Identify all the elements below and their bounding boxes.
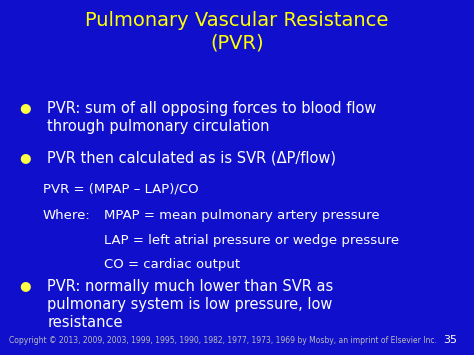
Text: 35: 35 <box>443 335 457 345</box>
Text: PVR: sum of all opposing forces to blood flow
through pulmonary circulation: PVR: sum of all opposing forces to blood… <box>47 101 377 134</box>
Text: LAP = left atrial pressure or wedge pressure: LAP = left atrial pressure or wedge pres… <box>104 234 400 247</box>
Text: ●: ● <box>19 151 30 164</box>
Text: ●: ● <box>19 101 30 114</box>
Text: PVR: normally much lower than SVR as
pulmonary system is low pressure, low
resis: PVR: normally much lower than SVR as pul… <box>47 279 334 330</box>
Text: Where:: Where: <box>43 209 91 223</box>
Text: Pulmonary Vascular Resistance
(PVR): Pulmonary Vascular Resistance (PVR) <box>85 11 389 53</box>
Text: PVR = (MPAP – LAP)/CO: PVR = (MPAP – LAP)/CO <box>43 183 198 196</box>
Text: PVR then calculated as is SVR (ΔP/flow): PVR then calculated as is SVR (ΔP/flow) <box>47 151 337 166</box>
Text: CO = cardiac output: CO = cardiac output <box>104 258 240 271</box>
Text: MPAP = mean pulmonary artery pressure: MPAP = mean pulmonary artery pressure <box>104 209 380 223</box>
Text: ●: ● <box>19 279 30 292</box>
Text: Copyright © 2013, 2009, 2003, 1999, 1995, 1990, 1982, 1977, 1973, 1969 by Mosby,: Copyright © 2013, 2009, 2003, 1999, 1995… <box>9 336 437 345</box>
